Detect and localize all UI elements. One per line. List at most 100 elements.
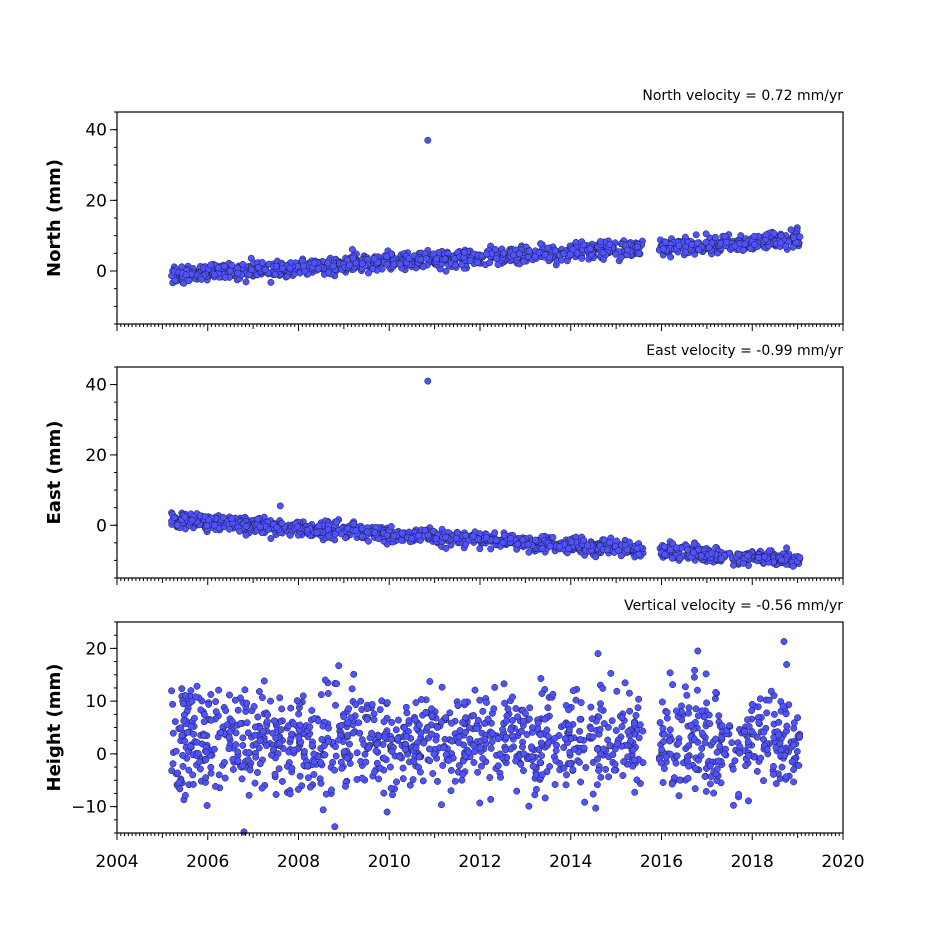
east-outlier-point — [424, 377, 432, 385]
north-data-point — [486, 259, 494, 267]
height-data-point — [410, 757, 418, 765]
height-data-point — [666, 669, 674, 677]
east-data-point — [333, 518, 341, 526]
height-data-point — [656, 719, 664, 727]
north-data-point — [258, 259, 266, 266]
height-data-point — [399, 764, 407, 772]
height-data-point — [528, 753, 536, 761]
north-data-point — [383, 260, 391, 268]
north-data-point — [474, 258, 482, 266]
height-data-point — [256, 760, 264, 768]
height-data-point — [600, 720, 608, 728]
height-data-point — [172, 747, 180, 755]
height-data-point — [597, 773, 605, 781]
east-data-point — [278, 519, 286, 527]
height-data-point — [576, 736, 584, 743]
x-tick-label: 2004 — [95, 852, 138, 872]
height-data-point — [487, 795, 495, 803]
height-data-point — [753, 767, 761, 775]
height-data-point — [412, 744, 420, 752]
height-data-point — [194, 749, 202, 757]
height-data-point — [239, 762, 247, 770]
height-data-point — [512, 705, 520, 712]
east-data-point — [592, 553, 600, 561]
height-data-point — [422, 708, 430, 716]
height-data-point — [721, 750, 728, 758]
height-data-point — [394, 716, 402, 724]
east-data-point — [487, 545, 495, 553]
height-data-point — [343, 754, 351, 762]
height-data-point — [276, 739, 283, 747]
north-data-point — [711, 233, 719, 241]
height-data-point — [440, 744, 448, 752]
height-data-point — [232, 741, 240, 749]
height-data-point — [618, 714, 626, 722]
height-data-point — [537, 675, 545, 682]
height-data-point — [634, 704, 642, 712]
height-data-point — [462, 728, 469, 736]
height-data-point — [589, 790, 597, 798]
height-data-point — [306, 723, 314, 731]
height-data-point — [718, 734, 726, 742]
height-axis-ticks: −10 0 10 20 — [71, 621, 844, 840]
height-data-point — [549, 690, 557, 698]
x-tick-label: 2020 — [821, 852, 864, 872]
height-data-point — [308, 741, 316, 749]
height-data-point — [319, 806, 327, 814]
height-data-point — [376, 764, 384, 772]
height-data-point — [188, 697, 196, 705]
east-data-point — [225, 525, 233, 533]
height-data-point — [512, 757, 520, 765]
height-data-point — [238, 775, 246, 783]
height-data-point — [712, 688, 720, 696]
north-data-point — [633, 243, 641, 251]
height-data-point — [499, 726, 507, 733]
height-data-point — [278, 705, 286, 713]
height-data-point — [778, 763, 786, 771]
height-data-point — [234, 748, 242, 756]
north-data-point — [182, 271, 190, 279]
east-data-point — [789, 562, 797, 570]
height-data-point — [270, 717, 278, 725]
height-data-point — [203, 802, 211, 809]
height-data-point — [765, 696, 773, 704]
east-y-tick-label: 40 — [85, 376, 107, 396]
north-data-point — [234, 269, 242, 277]
height-data-point — [690, 735, 698, 743]
north-data-point — [405, 254, 413, 262]
height-data-point — [713, 765, 721, 773]
height-data-point — [346, 760, 354, 767]
height-data-point — [370, 710, 378, 718]
east-data-point — [462, 531, 470, 539]
east-data-point — [415, 532, 423, 540]
north-data-point — [525, 247, 533, 255]
height-data-point — [405, 717, 413, 725]
height-data-point — [438, 801, 445, 809]
east-data-point — [778, 556, 786, 564]
height-data-point — [607, 669, 615, 677]
height-data-point — [187, 687, 195, 695]
north-data-point — [369, 265, 377, 273]
north-data-point — [662, 238, 670, 246]
height-data-point — [770, 710, 778, 718]
height-data-point — [376, 706, 384, 714]
height-data-point — [184, 728, 191, 736]
east-data-point — [358, 524, 366, 532]
north-data-point — [207, 261, 215, 269]
north-data-point — [782, 242, 790, 250]
height-data-point — [438, 683, 446, 691]
height-data-point — [519, 717, 527, 725]
height-data-point — [748, 700, 756, 708]
east-data-point — [580, 536, 588, 544]
height-data-point — [525, 715, 533, 723]
height-data-point — [701, 773, 709, 780]
east-data-point — [430, 527, 437, 535]
height-data-point — [175, 779, 183, 787]
height-data-point — [363, 705, 371, 713]
height-data-point — [605, 773, 613, 781]
height-data-point — [215, 686, 223, 694]
height-data-point — [576, 715, 584, 723]
height-data-point — [448, 719, 455, 727]
height-data-point — [287, 704, 295, 712]
north-data-point — [261, 266, 269, 274]
